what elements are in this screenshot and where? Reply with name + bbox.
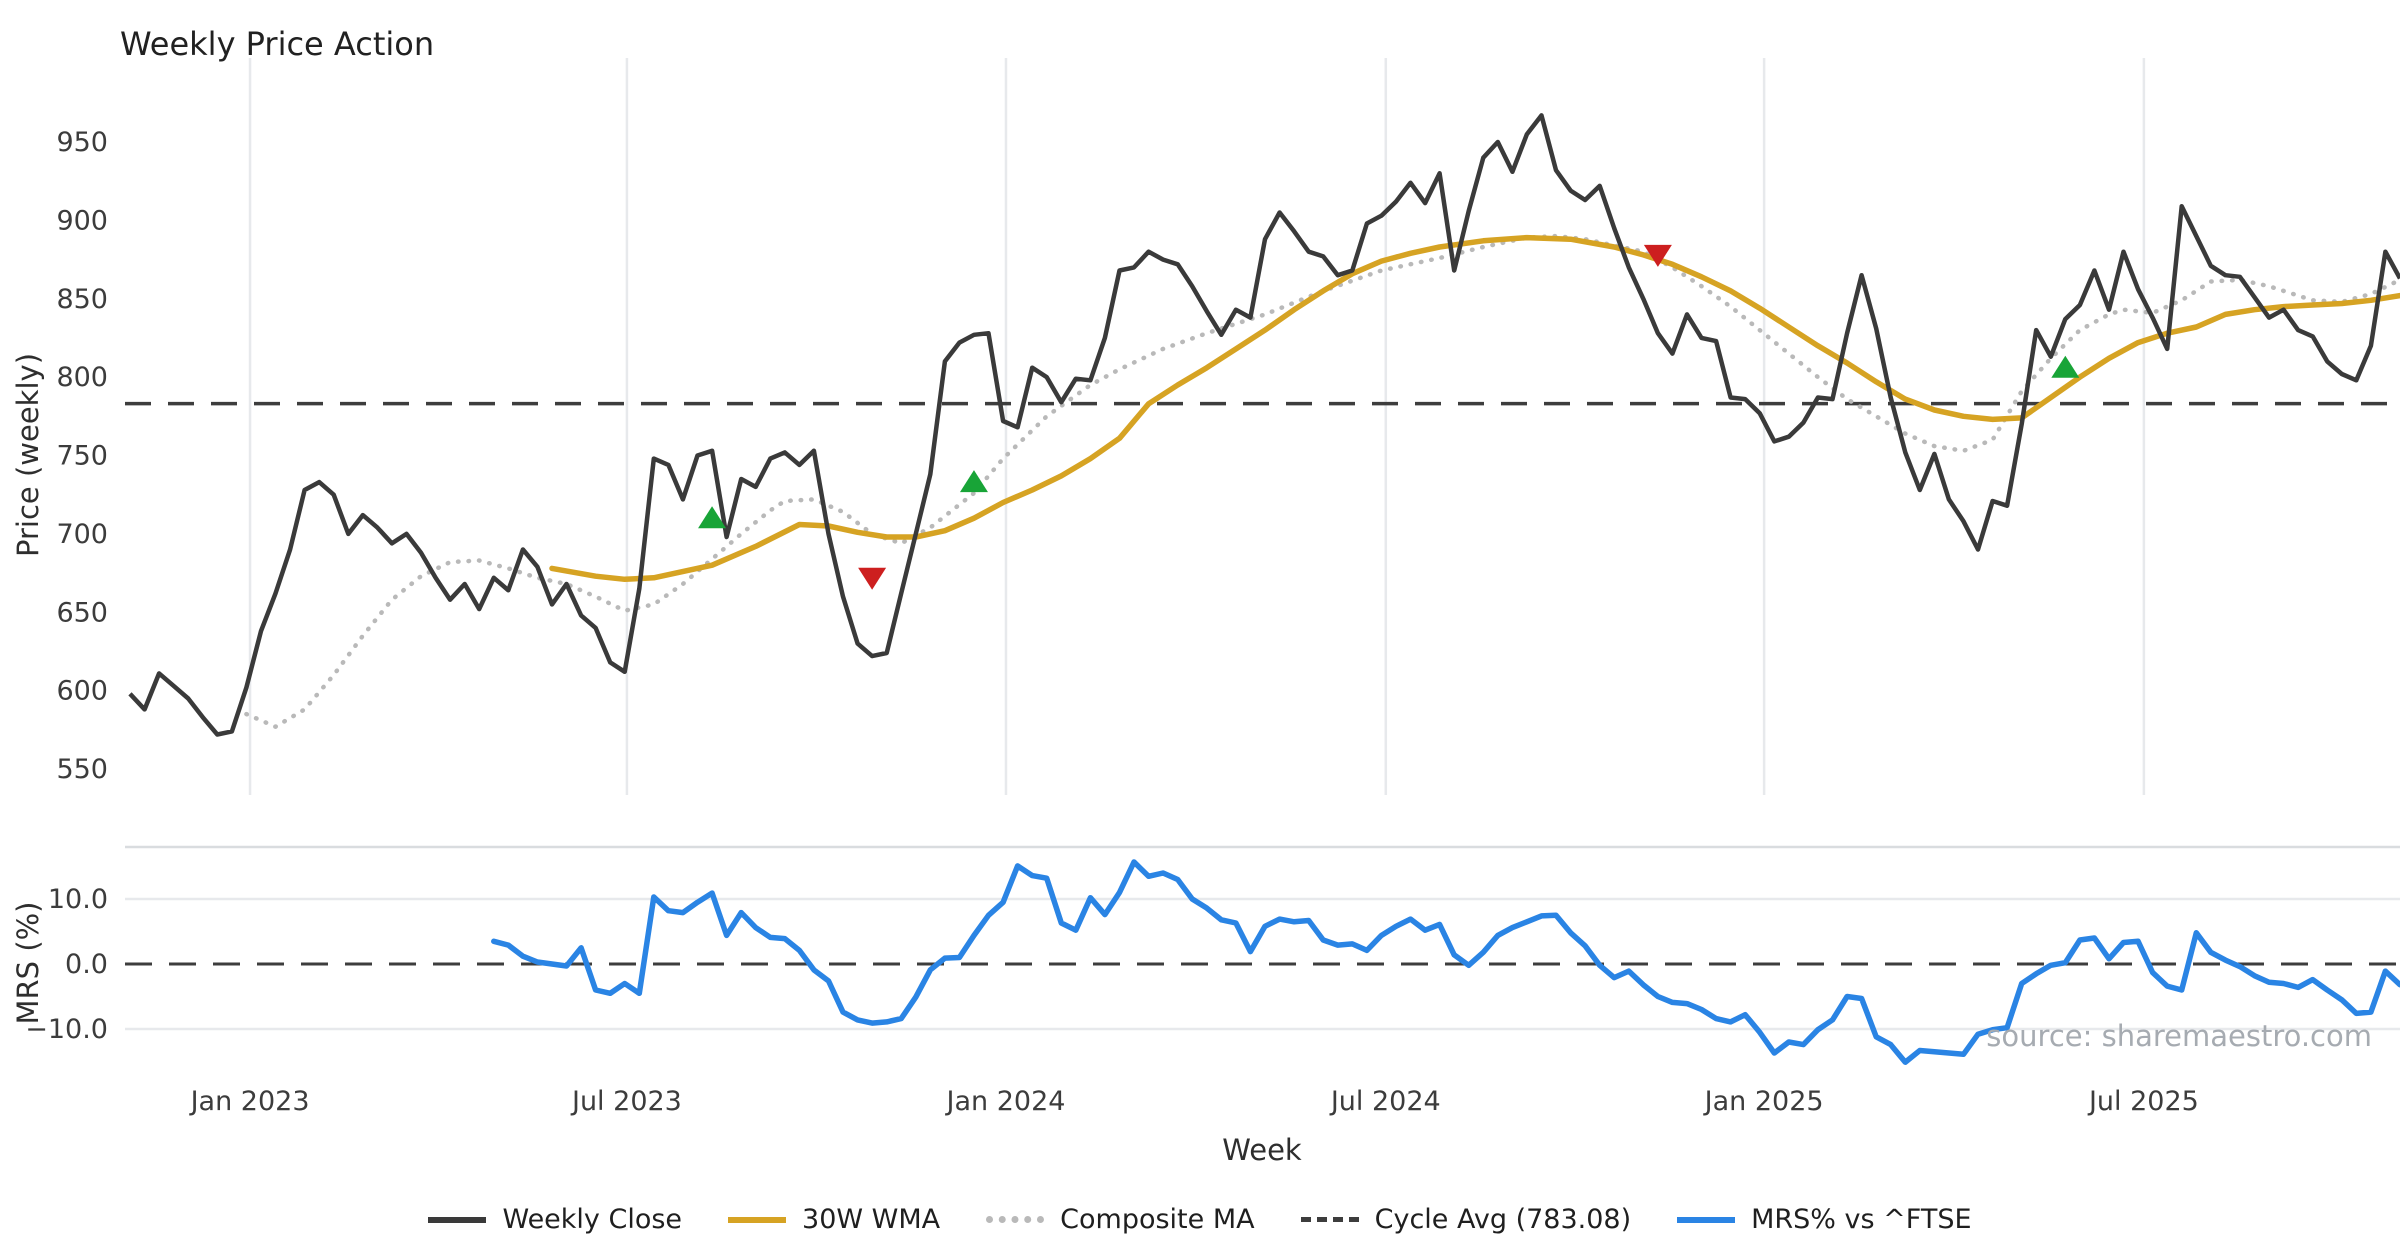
wma-line <box>549 234 2400 583</box>
lower-y-tick-label: 10.0 <box>48 884 108 915</box>
legend-swatch-wma <box>728 1216 787 1223</box>
gridlines <box>125 58 2400 795</box>
lower-y-axis-label: MRS (%) <box>11 902 45 1025</box>
main-y-tick-label: 750 <box>56 441 108 472</box>
legend-item-mrs: MRS% vs ^FTSE <box>1677 1204 1972 1235</box>
buy-signal-triangle <box>2051 355 2080 378</box>
x-axis-label: Week <box>1222 1133 1302 1167</box>
legend-label: Cycle Avg (783.08) <box>1374 1204 1632 1235</box>
series-lines <box>128 113 2400 1065</box>
chart-legend: Weekly Close 30W WMA Composite MA Cycle Avg… <box>0 1204 2400 1235</box>
signal-markers <box>698 244 2080 590</box>
lower-panel-gridlines <box>125 845 2400 1031</box>
x-tick-label: Jan 2025 <box>1703 1086 1824 1117</box>
x-tick-label: Jul 2025 <box>2087 1086 2199 1117</box>
x-tick-label: Jul 2023 <box>570 1086 682 1117</box>
composite-ma-line <box>244 233 2400 729</box>
main-y-tick-label: 900 <box>56 205 108 236</box>
buy-signal-triangle <box>959 470 988 493</box>
main-y-axis-label: Price (weekly) <box>11 353 45 557</box>
lower-y-tick-label: −10.0 <box>25 1014 108 1045</box>
buy-signal-triangle <box>698 506 727 529</box>
legend-swatch-close <box>428 1216 487 1223</box>
x-tick-label: Jan 2023 <box>189 1086 310 1117</box>
legend-label: Composite MA <box>1060 1204 1255 1235</box>
main-y-tick-label: 550 <box>56 754 108 785</box>
legend-label: 30W WMA <box>802 1204 941 1235</box>
legend-item-wma: 30W WMA <box>728 1204 940 1235</box>
main-y-tick-label: 950 <box>56 127 108 158</box>
legend-swatch-composite <box>986 1216 1045 1223</box>
main-y-tick-label: 850 <box>56 284 108 315</box>
x-tick-label: Jul 2024 <box>1329 1086 1441 1117</box>
main-y-tick-label: 700 <box>56 519 108 550</box>
legend-label: Weekly Close <box>502 1204 683 1235</box>
sell-signal-triangle <box>858 567 887 590</box>
source-watermark: source: sharemaestro.com <box>1986 1019 2372 1053</box>
legend-item-close: Weekly Close <box>428 1204 682 1235</box>
page-title: Weekly Price Action <box>120 25 434 63</box>
legend-swatch-cycle <box>1300 1217 1359 1222</box>
legend-item-cycle: Cycle Avg (783.08) <box>1300 1204 1632 1235</box>
axis-tick-labels: Jan 2023 Jul 2023 Jan 2024 Jul 2024 Jan 2025… <box>25 127 2199 1117</box>
main-y-tick-label: 650 <box>56 597 108 628</box>
sell-signal-triangle <box>1643 244 1672 267</box>
lower-y-tick-label: 0.0 <box>65 949 108 980</box>
weekly-close-line <box>128 113 2400 737</box>
legend-item-composite: Composite MA <box>986 1204 1255 1235</box>
legend-swatch-mrs <box>1677 1216 1736 1223</box>
main-y-tick-label: 600 <box>56 676 108 707</box>
x-tick-label: Jan 2024 <box>945 1086 1066 1117</box>
legend-label: MRS% vs ^FTSE <box>1751 1204 1972 1235</box>
main-y-tick-label: 800 <box>56 362 108 393</box>
mrs-line <box>491 859 2400 1065</box>
